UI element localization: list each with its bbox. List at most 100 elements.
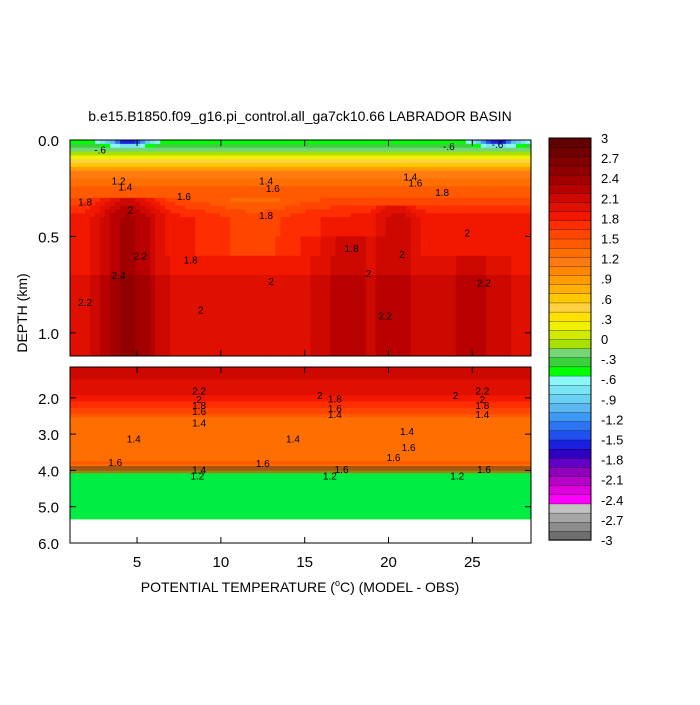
field-cell <box>465 344 472 349</box>
field-cell <box>205 321 211 326</box>
field-cell <box>200 329 206 334</box>
field-cell <box>260 174 267 180</box>
field-cell <box>470 278 477 284</box>
field-cell <box>120 151 126 157</box>
field-cell <box>405 143 412 149</box>
field-cell <box>90 182 96 187</box>
field-cell <box>315 278 322 284</box>
field-cell <box>445 178 452 184</box>
field-cell <box>190 167 196 172</box>
field-cell <box>140 140 146 145</box>
field-cell <box>345 267 352 272</box>
field-cell <box>115 186 121 191</box>
field-cell <box>145 259 151 265</box>
field-cell <box>460 251 467 257</box>
field-cell <box>410 267 417 272</box>
field-cell <box>345 209 352 214</box>
field-cell <box>440 278 447 284</box>
field-cell <box>260 259 267 265</box>
field-cell <box>175 167 181 172</box>
field-cell <box>205 336 211 342</box>
field-cell <box>395 221 402 226</box>
field-cell <box>350 313 357 319</box>
field-cell <box>170 251 176 257</box>
field-cell <box>260 240 267 245</box>
field-cell <box>225 182 231 187</box>
field-cell <box>210 294 216 299</box>
field-cell <box>510 248 517 253</box>
field-cell <box>90 309 96 315</box>
field-cell <box>220 201 226 207</box>
field-cell <box>160 174 166 180</box>
field-cell <box>440 147 447 153</box>
field-cell <box>220 325 226 330</box>
field-cell <box>410 321 417 326</box>
field-cell <box>180 251 186 257</box>
field-cell <box>395 170 402 176</box>
field-cell <box>365 201 372 207</box>
field-cell <box>205 167 211 172</box>
field-cell <box>220 167 226 172</box>
field-cell <box>500 194 507 199</box>
field-cell <box>360 194 367 199</box>
field-cell <box>180 267 186 272</box>
field-cell <box>505 167 512 172</box>
field-cell <box>160 167 166 172</box>
field-cell <box>350 317 357 322</box>
field-cell <box>240 209 246 214</box>
field-cell <box>140 332 146 338</box>
field-cell <box>285 329 292 334</box>
field-cell <box>145 190 151 195</box>
field-cell <box>170 151 176 157</box>
field-cell <box>400 244 407 249</box>
field-cell <box>390 190 397 195</box>
field-cell <box>415 278 422 284</box>
field-cell <box>235 159 241 164</box>
field-cell <box>185 290 191 295</box>
field-cell <box>470 275 477 280</box>
field-cell <box>220 228 226 234</box>
field-cell <box>475 224 482 230</box>
field-cell <box>190 205 196 211</box>
field-cell <box>410 186 417 191</box>
field-cell <box>455 329 462 334</box>
field-cell <box>400 236 407 241</box>
field-cell <box>185 286 191 292</box>
field-cell <box>320 348 327 353</box>
field-cell <box>285 228 292 234</box>
field-cell <box>180 178 186 184</box>
field-cell <box>80 140 86 145</box>
field-cell <box>370 305 377 311</box>
field-cell <box>215 302 221 307</box>
field-cell <box>360 236 367 241</box>
field-cell <box>445 332 452 338</box>
field-cell <box>500 313 507 319</box>
field-cell <box>450 186 457 191</box>
field-cell <box>380 155 387 160</box>
field-cell <box>410 240 417 245</box>
field-cell <box>205 213 211 218</box>
field-cell <box>425 140 432 145</box>
field-cell <box>90 232 96 238</box>
field-cell <box>390 159 397 164</box>
field-cell <box>170 263 176 268</box>
field-cell <box>280 190 287 195</box>
field-cell <box>200 290 206 295</box>
field-cell <box>245 267 251 272</box>
field-cell <box>110 255 116 261</box>
field-cell <box>240 240 246 245</box>
field-cell <box>225 294 231 299</box>
field-cell <box>315 217 322 222</box>
field-cell <box>190 321 196 326</box>
field-cell <box>75 178 81 184</box>
field-cell <box>330 140 337 145</box>
field-cell <box>110 294 116 299</box>
field-cell <box>195 194 201 199</box>
field-cell <box>415 275 422 280</box>
field-cell <box>145 348 151 353</box>
field-cell <box>510 217 517 222</box>
field-cell <box>345 201 352 207</box>
field-cell <box>310 352 317 356</box>
field-cell <box>160 305 166 311</box>
